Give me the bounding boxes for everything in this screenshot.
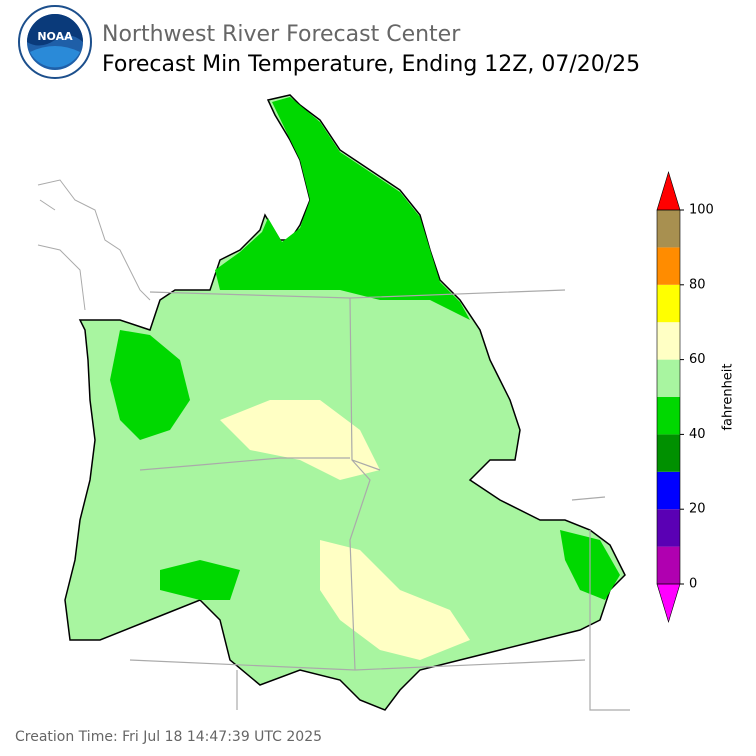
color-bin <box>657 322 680 360</box>
colorbar-label: fahrenheit <box>721 363 736 430</box>
tick-label: 40 <box>689 427 706 442</box>
tick-label: 0 <box>689 577 697 592</box>
color-bin <box>657 210 680 248</box>
color-bin <box>657 284 680 323</box>
color-bin <box>657 546 680 584</box>
colorbar: 0 20 40 60 80 100 <box>656 170 714 624</box>
title: Northwest River Forecast Center <box>102 22 461 47</box>
color-bin <box>657 509 680 547</box>
creation-time: Creation Time: Fri Jul 18 14:47:39 UTC 2… <box>15 729 322 745</box>
subtitle: Forecast Min Temperature, Ending 12Z, 07… <box>102 52 640 77</box>
tick-label: 100 <box>689 203 714 218</box>
color-bin <box>657 471 680 510</box>
color-bin <box>657 359 680 397</box>
logo-text: NOAA <box>37 30 73 43</box>
under-triangle <box>656 583 681 624</box>
over-triangle <box>656 170 681 211</box>
color-bin <box>657 247 680 285</box>
map <box>37 94 630 711</box>
noaa-logo: NOAA <box>18 5 92 79</box>
tick-label: 60 <box>689 352 706 367</box>
tick-label: 80 <box>689 277 706 292</box>
colorbar-frame <box>656 209 681 585</box>
color-bin <box>657 434 680 472</box>
tick-label: 20 <box>689 502 706 517</box>
color-bin <box>657 397 680 435</box>
